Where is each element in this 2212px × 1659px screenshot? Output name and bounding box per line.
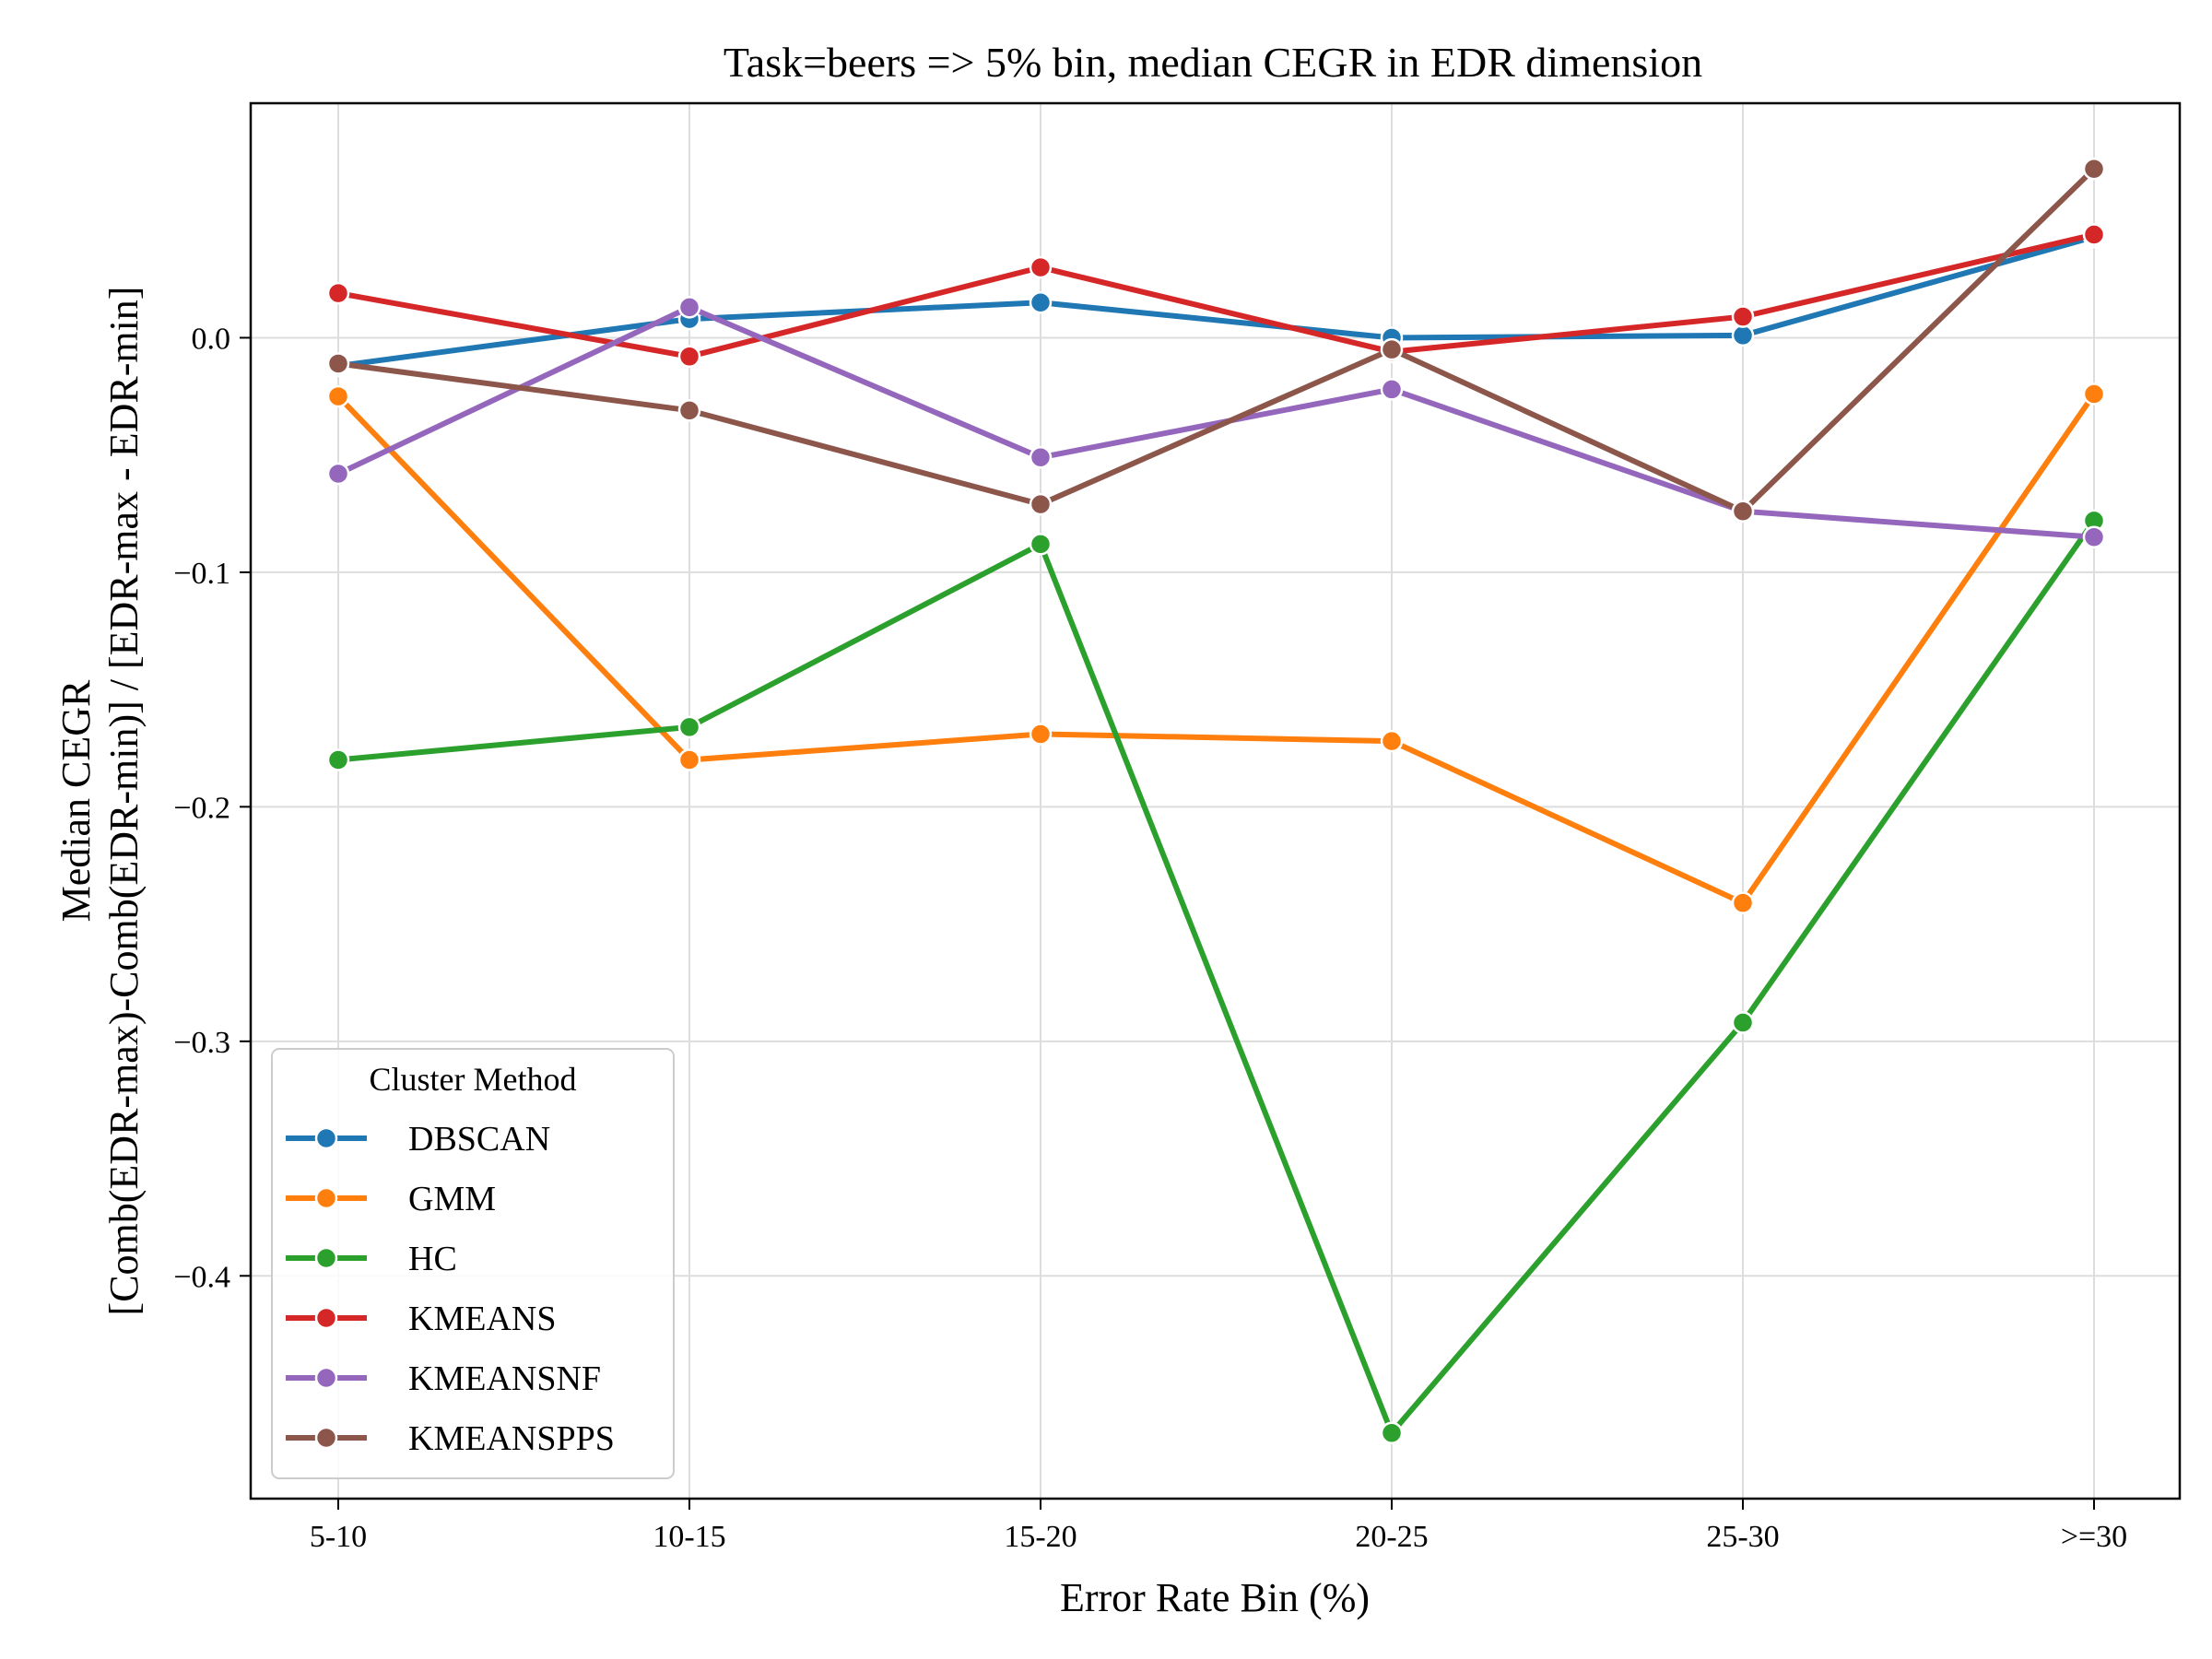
legend-label: HC [408, 1240, 457, 1278]
legend: Cluster Method DBSCAN GMM HC KMEANS KMEANSNF… [271, 1048, 675, 1479]
data-point [326, 748, 350, 771]
legend-box [271, 1048, 675, 1479]
data-point [1731, 1011, 1755, 1034]
data-point [1029, 723, 1053, 746]
y-tick-label: −0.3 [173, 1026, 230, 1060]
data-point [326, 462, 350, 486]
chart-title: Task=beers => 5% bin, median CEGR in EDR… [724, 39, 1702, 86]
grid-lines [251, 103, 2180, 1499]
legend-marker [314, 1246, 338, 1270]
series-kmeans [326, 223, 2106, 369]
data-point [326, 281, 350, 305]
plot-frame [249, 101, 2182, 1500]
data-point [1029, 255, 1053, 279]
data-point [1380, 337, 1404, 361]
legend-marker [314, 1426, 338, 1450]
y-tick-label: −0.4 [173, 1260, 230, 1294]
legend-items: DBSCAN GMM HC KMEANS KMEANSNF KMEANSPPS [286, 1120, 615, 1458]
series-lines [326, 157, 2106, 1445]
legend-label: KMEANSPPS [408, 1419, 615, 1458]
x-tick-label: 20-25 [1355, 1520, 1428, 1554]
data-point [1731, 891, 1755, 914]
y-axis-label-line2: [Comb(EDR-max)-Comb(EDR-min)] / [EDR-max… [101, 287, 147, 1316]
data-point [677, 399, 701, 422]
series-line [335, 166, 2097, 514]
y-tick-label: 0.0 [192, 322, 231, 356]
data-point [2082, 223, 2106, 246]
x-axis-label: Error Rate Bin (%) [1060, 1575, 1370, 1620]
data-point [1029, 291, 1053, 314]
x-tick-label: 5-10 [310, 1520, 367, 1554]
legend-marker [314, 1366, 338, 1390]
series-kmeanspps [326, 157, 2106, 523]
legend-marker [314, 1306, 338, 1330]
data-point [326, 352, 350, 375]
data-point [2082, 382, 2106, 406]
series-line [335, 234, 2097, 369]
legend-label: DBSCAN [408, 1120, 550, 1159]
legend-marker [314, 1126, 338, 1150]
data-point [1029, 533, 1053, 556]
x-axis-ticks: 5-10 10-15 15-20 20-25 25-30 >=30 [310, 1499, 2127, 1554]
legend-title: Cluster Method [370, 1061, 577, 1098]
x-tick-label: 10-15 [653, 1520, 725, 1554]
y-axis-label-line1: Median CEGR [53, 679, 99, 922]
legend-label: GMM [408, 1180, 496, 1218]
data-point [1731, 305, 1755, 328]
data-point [1380, 378, 1404, 401]
data-point [1731, 500, 1755, 523]
series-line [335, 231, 2097, 359]
data-point [1029, 445, 1053, 469]
data-point [677, 296, 701, 319]
y-tick-label: −0.1 [173, 557, 230, 591]
data-point [1029, 492, 1053, 516]
x-tick-label: >=30 [2061, 1520, 2127, 1554]
y-axis-ticks: 0.0 −0.1 −0.2 −0.3 −0.4 [173, 322, 251, 1294]
data-point [1380, 729, 1404, 753]
series-line [335, 391, 2097, 906]
data-point [1380, 1421, 1404, 1445]
x-tick-label: 25-30 [1706, 1520, 1779, 1554]
data-point [1731, 324, 1755, 347]
series-hc [326, 509, 2106, 1445]
data-point [677, 345, 701, 369]
legend-marker [314, 1186, 338, 1210]
data-point [677, 715, 701, 739]
data-point [2082, 157, 2106, 181]
data-point [677, 748, 701, 771]
legend-label: KMEANSNF [408, 1359, 601, 1398]
legend-label: KMEANS [408, 1300, 556, 1338]
series-gmm [326, 382, 2106, 914]
y-tick-label: −0.2 [173, 791, 230, 825]
data-point [2082, 525, 2106, 548]
series-line [335, 517, 2097, 1436]
data-point [326, 384, 350, 408]
series-line [335, 304, 2097, 540]
x-tick-label: 15-20 [1004, 1520, 1077, 1554]
